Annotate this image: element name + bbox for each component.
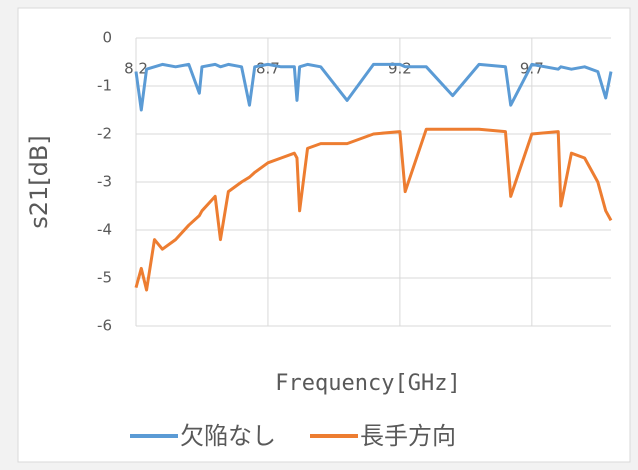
y-tick-label: -1: [97, 77, 112, 95]
series-line: [134, 62, 613, 112]
x-axis-title: Frequency[GHz]: [275, 371, 460, 396]
y-tick-label: -5: [97, 269, 112, 287]
x-tick-label: 9.7: [520, 60, 544, 78]
chart-frame: [17, 7, 631, 463]
y-axis-title: s21[dB]: [25, 135, 53, 228]
y-tick-label: -2: [97, 125, 112, 143]
y-tick-label: -6: [97, 317, 112, 335]
y-tick-label: 0: [102, 29, 112, 47]
x-tick-label: 8.2: [124, 60, 148, 78]
x-tick-label: 8.7: [256, 60, 280, 78]
y-tick-label: -3: [97, 173, 112, 191]
x-tick-label: 9.2: [388, 60, 412, 78]
y-tick-label: -4: [97, 221, 112, 239]
legend-label: 欠陥なし: [180, 422, 276, 450]
legend-label: 長手方向: [360, 422, 456, 450]
series-line: [134, 127, 613, 292]
